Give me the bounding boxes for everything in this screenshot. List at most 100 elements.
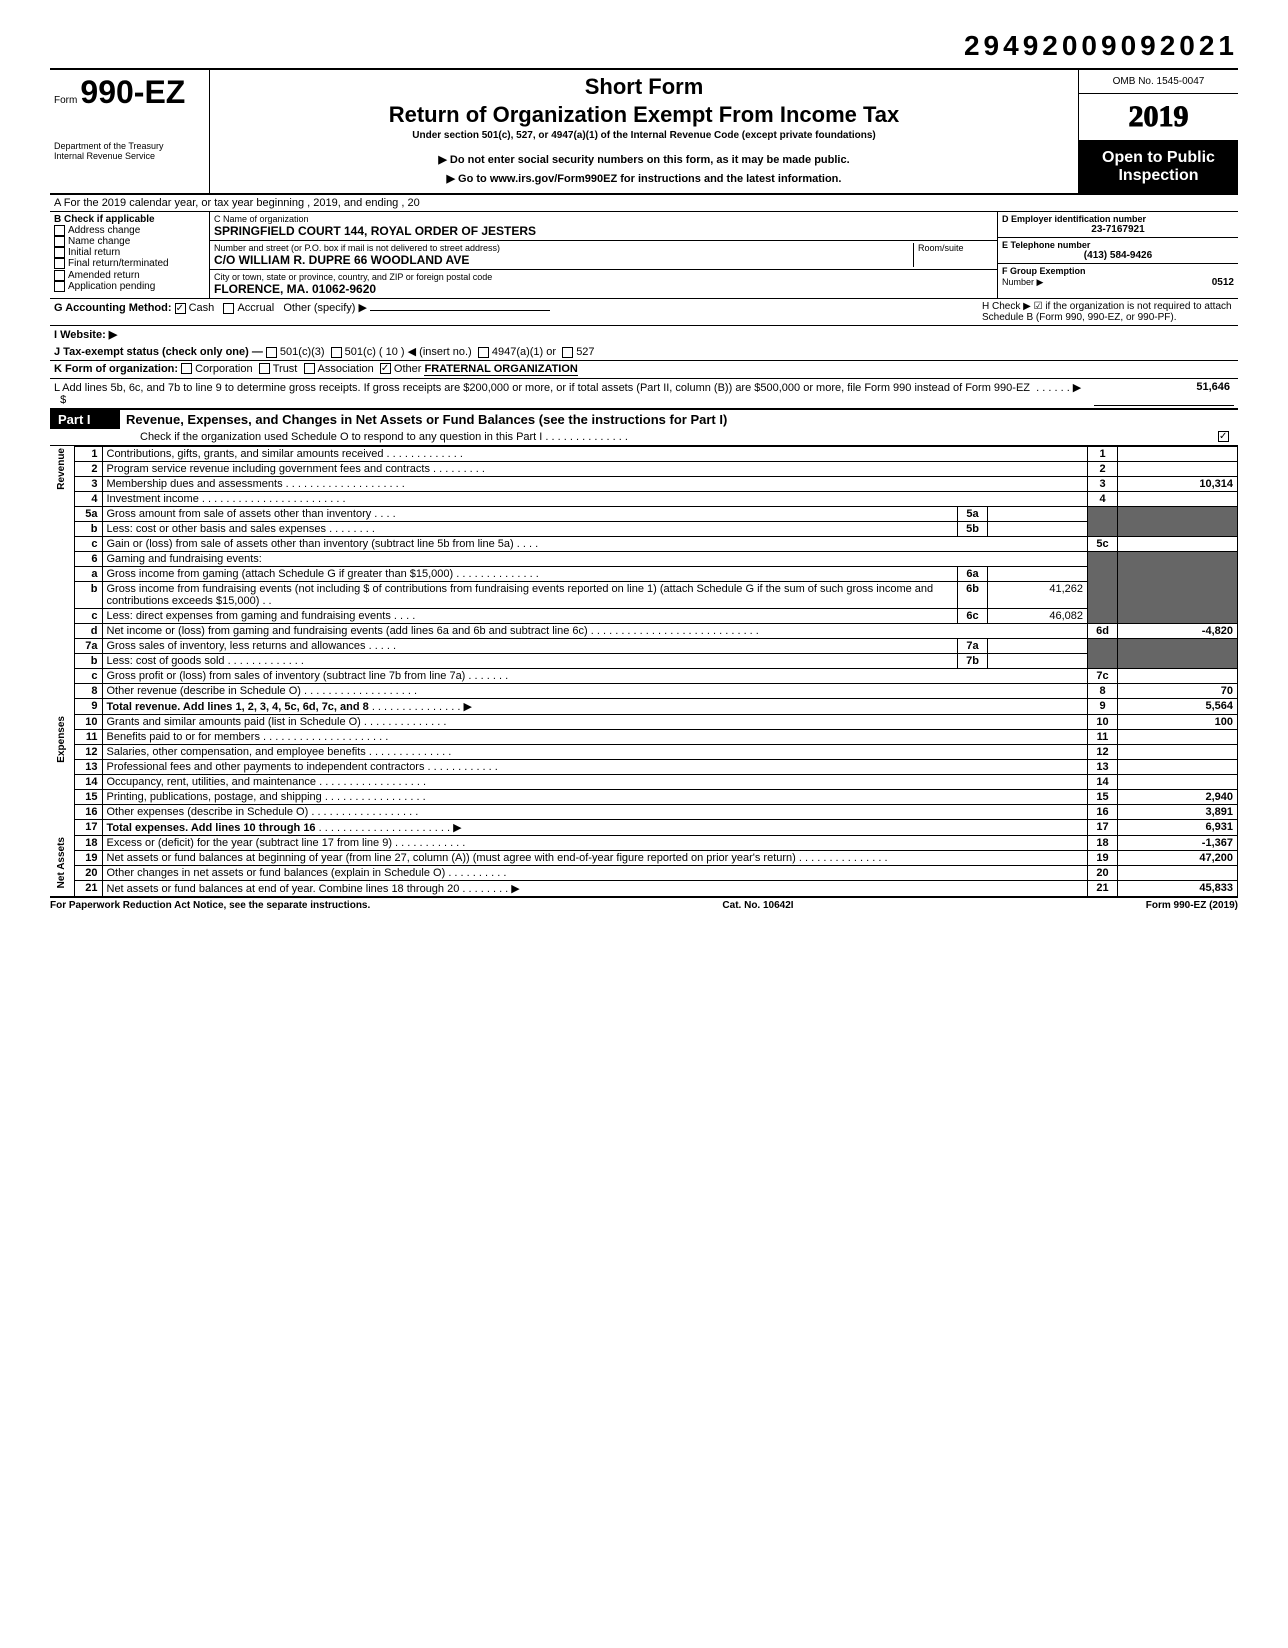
line-8-ref: 8: [1088, 684, 1118, 699]
org-name: SPRINGFIELD COURT 144, ROYAL ORDER OF JE…: [214, 224, 993, 238]
line-5c-num: c: [74, 537, 102, 552]
line-4-desc: Investment income: [107, 493, 199, 505]
chk-initial-return[interactable]: [54, 247, 65, 258]
lbl-501c: 501(c) ( 10 ) ◀ (insert no.): [345, 346, 472, 358]
line-12-ref: 12: [1088, 745, 1118, 760]
open-to-public: Open to Public Inspection: [1079, 141, 1238, 193]
part1-title: Revenue, Expenses, and Changes in Net As…: [120, 410, 1238, 429]
line-9-ref: 9: [1088, 699, 1118, 715]
title-short-form: Short Form: [216, 74, 1072, 100]
side-expenses: Expenses: [56, 716, 67, 763]
line-3-ref: 3: [1088, 477, 1118, 492]
line-5c-desc: Gain or (loss) from sale of assets other…: [107, 538, 514, 550]
line-16-desc: Other expenses (describe in Schedule O): [107, 806, 309, 818]
city-label: City or town, state or province, country…: [214, 272, 993, 282]
chk-4947[interactable]: [478, 347, 489, 358]
line-7a-desc: Gross sales of inventory, less returns a…: [107, 640, 366, 652]
line-6c-inval: 46,082: [988, 609, 1088, 624]
line-7b-innum: 7b: [958, 654, 988, 669]
line-1-desc: Contributions, gifts, grants, and simila…: [107, 448, 384, 460]
side-revenue: Revenue: [56, 448, 67, 490]
chk-cash[interactable]: [175, 303, 186, 314]
line-4-ref: 4: [1088, 492, 1118, 507]
line-2-val: [1118, 462, 1238, 477]
line-19-ref: 19: [1088, 851, 1118, 866]
row-a-calendar-year: A For the 2019 calendar year, or tax yea…: [50, 195, 1238, 212]
chk-schedule-o[interactable]: [1218, 431, 1229, 442]
lbl-initial-return: Initial return: [68, 247, 120, 258]
line-7c-desc: Gross profit or (loss) from sales of inv…: [107, 670, 466, 682]
chk-501c[interactable]: [331, 347, 342, 358]
line-20-desc: Other changes in net assets or fund bala…: [107, 867, 446, 879]
line-6b-desc: Gross income from fundraising events (no…: [107, 583, 934, 607]
line-2-num: 2: [74, 462, 102, 477]
line-7b-desc: Less: cost of goods sold: [107, 655, 225, 667]
line-8-val: 70: [1118, 684, 1238, 699]
other-org-value: FRATERNAL ORGANIZATION: [424, 363, 577, 376]
line-2-ref: 2: [1088, 462, 1118, 477]
f-label: F Group Exemption: [1002, 266, 1086, 276]
chk-accrual[interactable]: [223, 303, 234, 314]
line-21-num: 21: [74, 881, 102, 898]
line-12-val: [1118, 745, 1238, 760]
lbl-527: 527: [576, 346, 594, 358]
line-3-val: 10,314: [1118, 477, 1238, 492]
line-7b-inval: [988, 654, 1088, 669]
line-6a-desc: Gross income from gaming (attach Schedul…: [107, 568, 454, 580]
warning-ssn: ▶ Do not enter social security numbers o…: [216, 153, 1072, 166]
line-10-num: 10: [74, 715, 102, 730]
line-16-ref: 16: [1088, 805, 1118, 820]
lbl-address-change: Address change: [68, 225, 140, 236]
line-9-desc: Total revenue. Add lines 1, 2, 3, 4, 5c,…: [107, 701, 369, 713]
chk-name-change[interactable]: [54, 236, 65, 247]
line-6d-val: -4,820: [1118, 624, 1238, 639]
line-6a-num: a: [74, 567, 102, 582]
chk-amended-return[interactable]: [54, 270, 65, 281]
line-5a-desc: Gross amount from sale of assets other t…: [107, 508, 372, 520]
line-6b-inval: 41,262: [988, 582, 1088, 609]
chk-final-return[interactable]: [54, 258, 65, 269]
line-7a-num: 7a: [74, 639, 102, 654]
lbl-other-method: Other (specify) ▶: [283, 302, 367, 314]
line-11-val: [1118, 730, 1238, 745]
chk-address-change[interactable]: [54, 225, 65, 236]
line-18-num: 18: [74, 836, 102, 851]
chk-application-pending[interactable]: [54, 281, 65, 292]
line-4-val: [1118, 492, 1238, 507]
line-17-ref: 17: [1088, 820, 1118, 836]
line-14-desc: Occupancy, rent, utilities, and maintena…: [107, 776, 317, 788]
f-label2: Number ▶: [1002, 277, 1043, 287]
line-14-num: 14: [74, 775, 102, 790]
chk-corp[interactable]: [181, 363, 192, 374]
side-net-assets: Net Assets: [56, 837, 67, 888]
lbl-accrual: Accrual: [237, 302, 274, 314]
line-7b-num: b: [74, 654, 102, 669]
line-15-num: 15: [74, 790, 102, 805]
line-19-desc: Net assets or fund balances at beginning…: [107, 852, 796, 864]
line-5c-val: [1118, 537, 1238, 552]
line-6-num: 6: [74, 552, 102, 567]
chk-other-org[interactable]: [380, 363, 391, 374]
chk-527[interactable]: [562, 347, 573, 358]
l-text: L Add lines 5b, 6c, and 7b to line 9 to …: [54, 382, 1030, 394]
line-6d-desc: Net income or (loss) from gaming and fun…: [107, 625, 588, 637]
line-12-num: 12: [74, 745, 102, 760]
line-6a-inval: [988, 567, 1088, 582]
chk-assoc[interactable]: [304, 363, 315, 374]
line-8-desc: Other revenue (describe in Schedule O): [107, 685, 301, 697]
line-15-ref: 15: [1088, 790, 1118, 805]
line-6d-ref: 6d: [1088, 624, 1118, 639]
line-6d-num: d: [74, 624, 102, 639]
line-6b-innum: 6b: [958, 582, 988, 609]
dln-number: 29492009092021: [50, 30, 1238, 62]
line-16-val: 3,891: [1118, 805, 1238, 820]
group-exemption: 0512: [1212, 277, 1234, 288]
line-5b-innum: 5b: [958, 522, 988, 537]
k-label: K Form of organization:: [54, 363, 178, 376]
lines-table: Revenue 1 Contributions, gifts, grants, …: [50, 446, 1238, 898]
line-5b-num: b: [74, 522, 102, 537]
lbl-corp: Corporation: [195, 363, 252, 376]
line-5b-inval: [988, 522, 1088, 537]
chk-trust[interactable]: [259, 363, 270, 374]
chk-501c3[interactable]: [266, 347, 277, 358]
